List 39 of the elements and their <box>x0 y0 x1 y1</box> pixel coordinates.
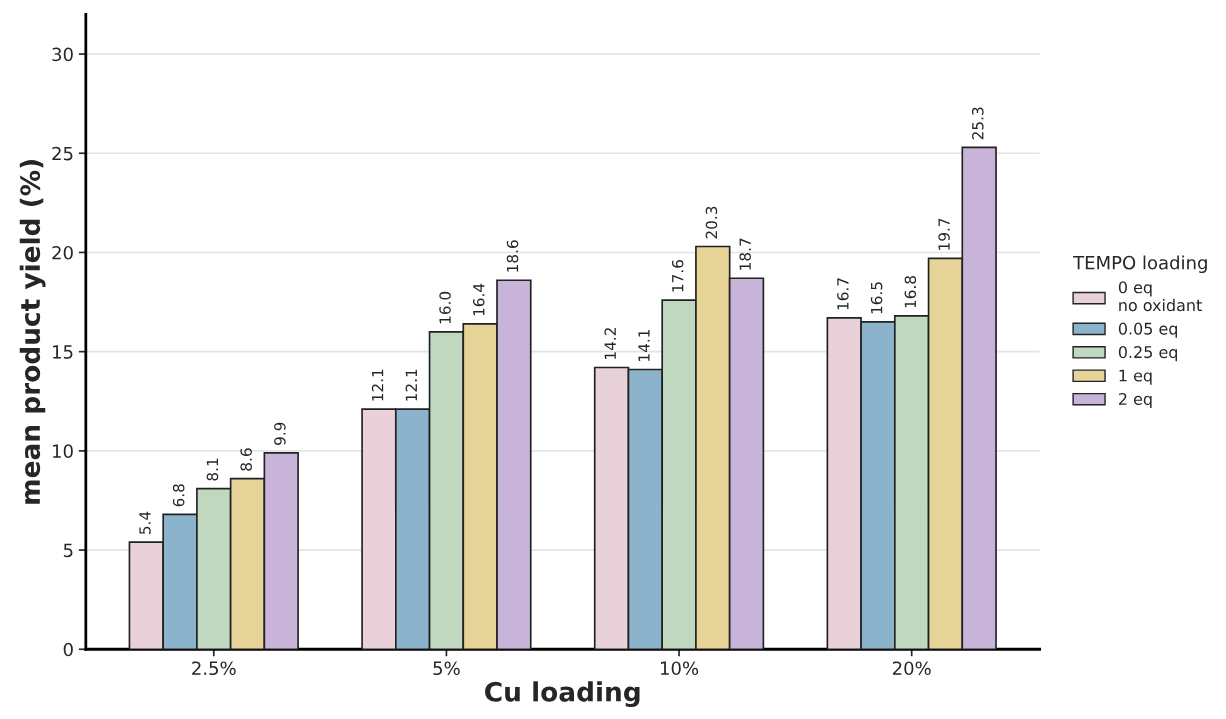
data-label: 9.9 <box>274 422 286 445</box>
data-label: 6.8 <box>172 484 185 507</box>
legend-label: 0.25 eq <box>1118 346 1177 362</box>
legend-label: 0.05 eq <box>1118 322 1177 338</box>
data-label: 19.7 <box>938 218 950 250</box>
data-label: 16.8 <box>904 276 917 308</box>
legend-label: 0 eq no oxidant <box>1118 281 1202 312</box>
data-label: 16.0 <box>439 291 451 324</box>
x-tick-label: 10% <box>660 661 699 676</box>
y-tick-label: 20 <box>52 245 73 260</box>
data-label: 16.4 <box>473 283 485 316</box>
x-tick-label: 2.5% <box>192 661 236 676</box>
y-tick-label: 5 <box>63 543 73 558</box>
data-label: 20.3 <box>705 206 718 239</box>
y-tick-label: 0 <box>63 642 73 657</box>
legend-label: 2 eq <box>1118 392 1152 409</box>
x-tick-label: 5% <box>433 661 460 676</box>
y-axis-title: mean product yield (%) <box>19 160 46 504</box>
data-label: 12.1 <box>405 369 417 401</box>
data-label: 8.1 <box>206 458 219 481</box>
data-label: 16.5 <box>870 282 883 314</box>
y-tick-label: 25 <box>52 146 73 161</box>
data-label: 18.6 <box>506 240 519 272</box>
data-label: 12.1 <box>371 369 384 401</box>
legend-title: TEMPO loading <box>1073 255 1207 273</box>
data-label: 14.1 <box>638 329 650 361</box>
x-axis-title: Cu loading <box>485 681 640 708</box>
y-tick-label: 15 <box>53 345 73 359</box>
legend-label: 1 eq <box>1119 369 1152 385</box>
data-label: 5.4 <box>139 511 151 534</box>
data-label: 18.7 <box>739 238 751 270</box>
x-tick-label: 20% <box>892 661 931 676</box>
data-label: 8.6 <box>240 448 252 471</box>
data-label: 17.6 <box>671 260 684 292</box>
y-tick-label: 10 <box>53 444 73 458</box>
data-label: 14.2 <box>604 328 616 359</box>
y-tick-label: 30 <box>52 47 73 62</box>
data-label: 25.3 <box>972 107 984 140</box>
data-label: 16.7 <box>837 278 849 310</box>
